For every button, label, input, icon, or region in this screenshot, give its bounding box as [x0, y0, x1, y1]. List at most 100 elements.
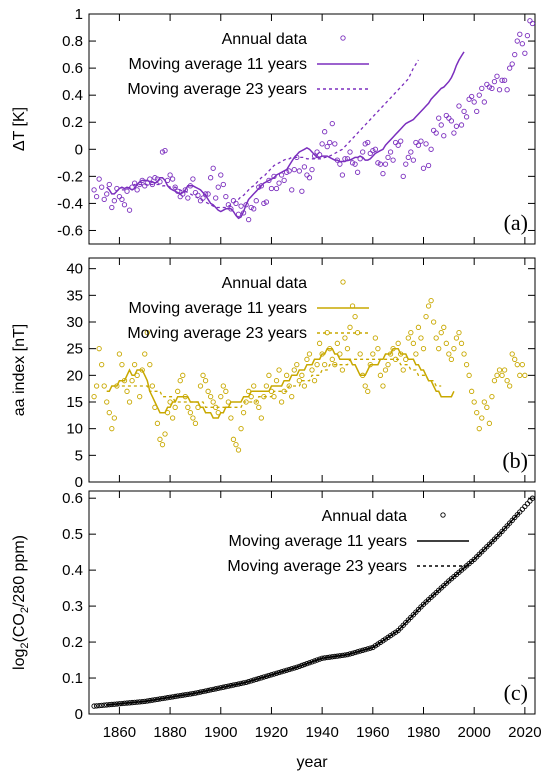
data-point — [294, 362, 300, 368]
data-point — [468, 388, 475, 394]
data-point — [319, 141, 325, 147]
data-point — [96, 702, 102, 709]
x-tick-label: 1960 — [356, 724, 389, 741]
subscript: 2 — [19, 643, 31, 649]
data-point — [251, 206, 257, 212]
data-point — [527, 498, 533, 504]
legend-entry-label: Annual data — [222, 275, 308, 292]
data-point — [410, 157, 417, 163]
data-point — [370, 351, 376, 357]
data-point — [284, 372, 290, 378]
data-point — [301, 383, 308, 389]
x-tick-label: 2000 — [457, 724, 490, 741]
data-point — [524, 32, 531, 39]
data-point — [126, 399, 133, 405]
data-point — [392, 139, 399, 146]
data-point — [408, 149, 414, 155]
data-point — [357, 351, 363, 357]
y-tick-label: 0.2 — [62, 634, 83, 651]
y-tick-label: 0.4 — [62, 562, 83, 579]
data-point — [301, 164, 308, 170]
data-point — [202, 378, 209, 384]
data-point — [116, 351, 123, 357]
data-point — [501, 367, 508, 373]
data-point — [514, 38, 520, 44]
data-point — [248, 204, 254, 211]
data-point — [479, 415, 485, 421]
data-point — [458, 122, 465, 128]
data-point — [185, 404, 191, 410]
data-point — [309, 166, 315, 173]
annual-data-points — [91, 495, 536, 709]
data-point — [131, 180, 138, 186]
data-point — [398, 138, 404, 144]
data-point — [496, 367, 503, 373]
data-point — [177, 193, 183, 200]
data-point — [486, 420, 493, 426]
y-tick-label: 0.8 — [62, 33, 83, 50]
y-tick-label: 20 — [66, 367, 83, 384]
x-tick-label: 1940 — [305, 724, 338, 741]
data-point — [365, 388, 371, 394]
data-point — [463, 114, 470, 120]
data-point — [527, 18, 533, 24]
data-point — [172, 404, 178, 410]
annual-data-points — [91, 18, 536, 223]
y-tick-label: 25 — [66, 341, 83, 358]
data-point — [337, 161, 343, 167]
data-point — [324, 143, 330, 150]
data-point — [451, 130, 457, 136]
legend-entry-label: Moving average 11 years — [129, 56, 307, 73]
data-point — [352, 314, 358, 320]
y-tick-label: 0.4 — [62, 87, 83, 104]
data-point — [235, 447, 242, 453]
data-point — [93, 703, 100, 709]
data-point — [519, 506, 525, 512]
data-point — [451, 346, 457, 352]
data-point — [172, 184, 178, 190]
data-point — [147, 362, 153, 368]
legend-entry-label: Moving average 23 years — [127, 325, 307, 342]
data-point — [380, 383, 386, 389]
y-tick-label: 0 — [75, 141, 83, 158]
legend-entry-label: Annual data — [222, 31, 308, 48]
y-tick-label: 40 — [66, 261, 83, 278]
data-point — [306, 175, 313, 181]
data-point — [258, 183, 264, 189]
data-point — [314, 362, 320, 368]
data-point — [524, 501, 531, 507]
data-point — [256, 404, 262, 410]
data-point — [291, 166, 297, 173]
data-point — [418, 138, 424, 144]
data-point — [514, 362, 520, 368]
y-tick-label: 0 — [75, 706, 83, 723]
label-part: (CO — [11, 613, 28, 642]
data-point — [134, 187, 140, 193]
x-tick-label: 1980 — [407, 724, 440, 741]
annual-data-points — [91, 298, 528, 453]
data-point — [159, 149, 166, 155]
data-point — [322, 129, 328, 135]
data-point — [387, 149, 394, 155]
data-point — [167, 172, 173, 178]
data-point — [182, 187, 188, 193]
data-point — [238, 426, 244, 432]
data-point — [228, 415, 234, 421]
data-point — [385, 362, 391, 368]
y-tick-label: 0.6 — [62, 60, 83, 77]
data-point — [519, 362, 525, 368]
data-point — [200, 372, 206, 378]
data-point — [311, 378, 318, 384]
data-point — [380, 170, 386, 177]
data-point — [362, 383, 368, 389]
data-point — [109, 426, 115, 432]
y-axis-label: log2(CO2/280 ppm) — [11, 535, 31, 670]
legend-marker — [340, 35, 346, 41]
data-point — [299, 372, 305, 378]
data-point — [99, 702, 105, 709]
y-tick-label: 0.6 — [62, 490, 83, 507]
data-point — [491, 378, 498, 384]
y-tick-label: -0.2 — [57, 168, 83, 185]
data-point — [436, 346, 442, 352]
data-point — [441, 324, 447, 330]
